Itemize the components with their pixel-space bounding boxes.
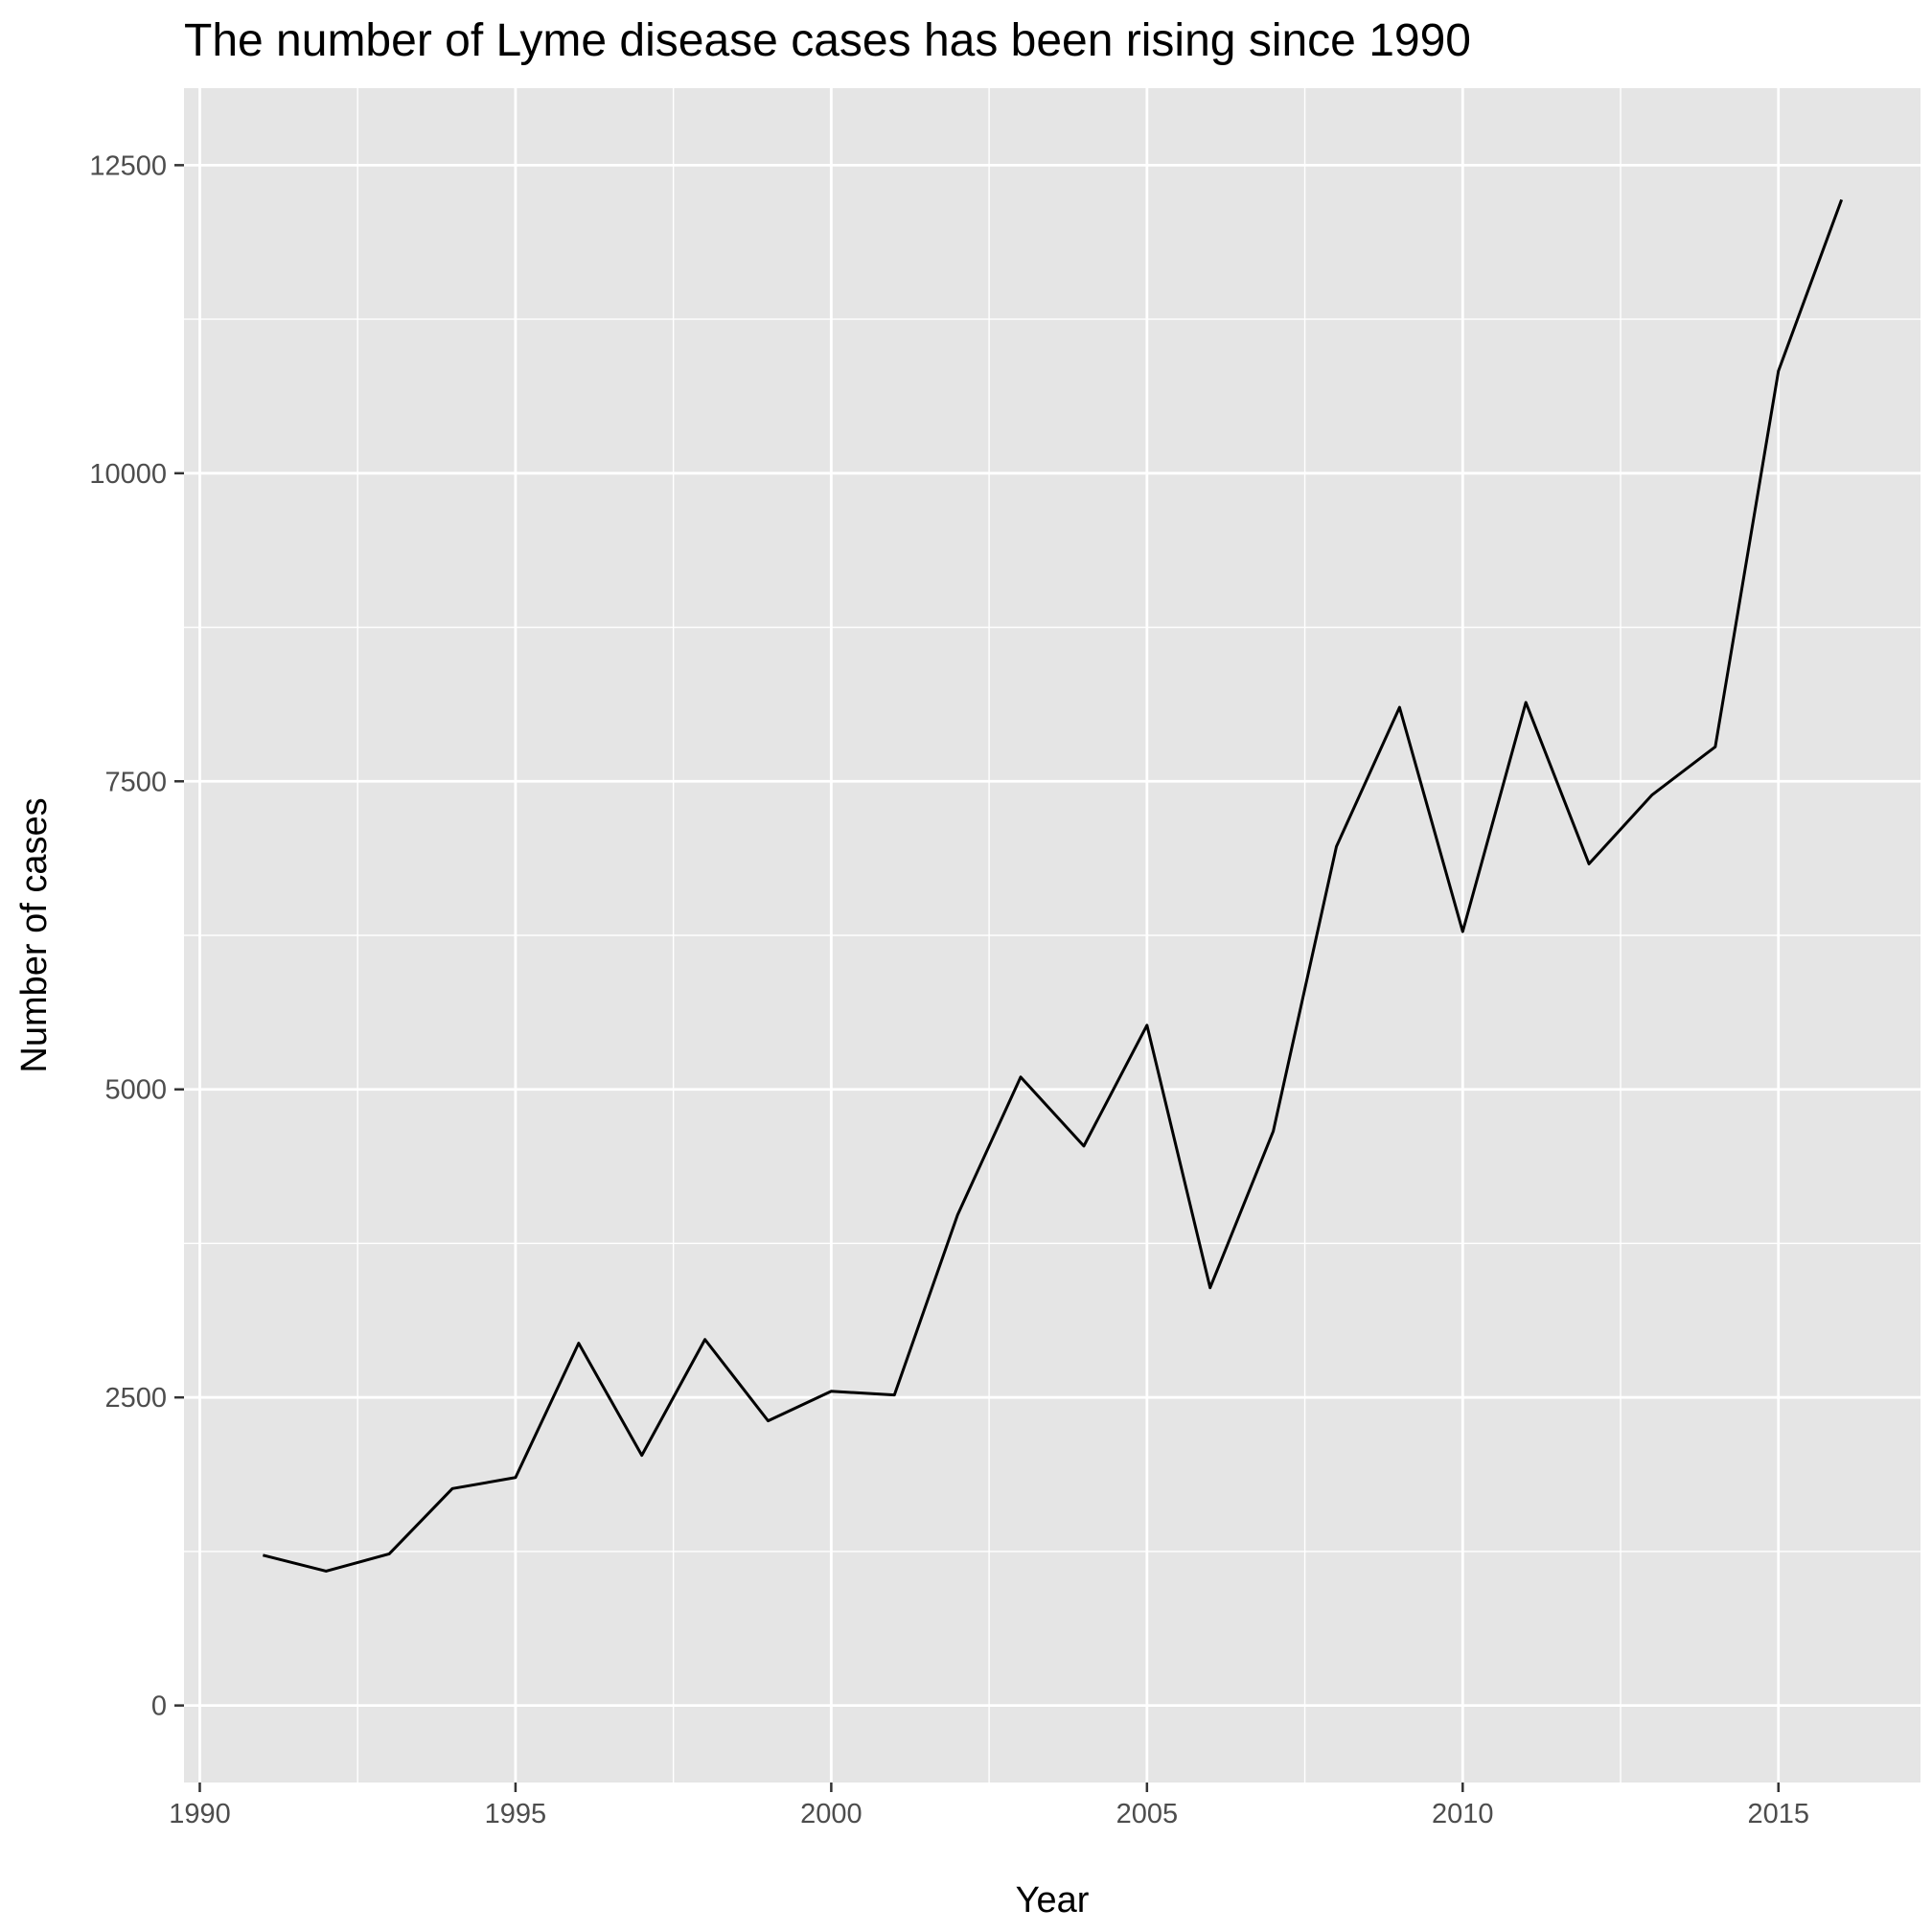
x-tick-label: 2005 [1116,1799,1179,1829]
x-axis: 1990 1995 2000 2005 2010 2015 [169,1782,1809,1829]
x-tick-label: 2000 [800,1799,862,1829]
x-tick-label: 2015 [1747,1799,1809,1829]
y-tick-label: 12500 [89,150,167,181]
x-axis-title: Year [1016,1880,1090,1920]
series-line [262,198,1844,1573]
y-tick-label: 5000 [104,1075,167,1106]
y-tick-label: 10000 [89,459,167,490]
minor-gridlines [184,88,1920,1782]
y-tick-label: 2500 [104,1383,167,1414]
y-tick-label: 0 [151,1691,167,1722]
y-axis-title: Number of cases [14,797,55,1072]
chart-title: The number of Lyme disease cases has bee… [184,15,1471,66]
y-axis: 0 2500 5000 7500 10000 12500 [89,150,184,1722]
series-layer [262,198,1844,1573]
x-tick-label: 1990 [169,1799,231,1829]
x-tick-label: 2010 [1432,1799,1494,1829]
y-tick-label: 7500 [104,767,167,797]
x-tick-label: 1995 [485,1799,547,1829]
